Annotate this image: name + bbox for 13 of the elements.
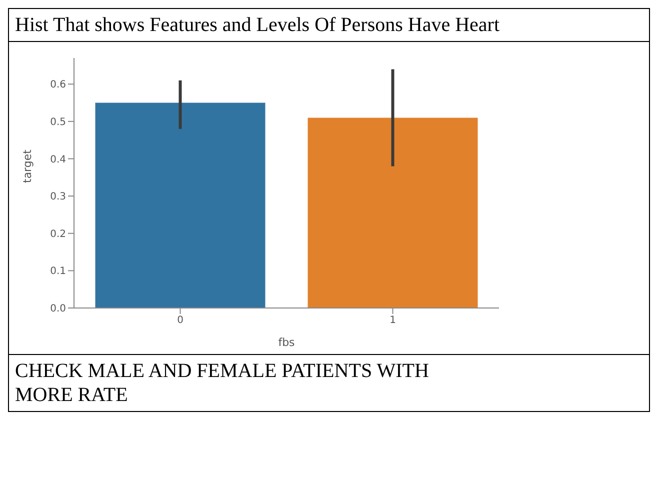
y-tick-label: 0.6 xyxy=(50,80,66,91)
y-tick-label: 0.5 xyxy=(50,116,66,128)
x-tick-label: 1 xyxy=(390,315,396,326)
y-tick-label: 0.2 xyxy=(50,228,66,240)
x-axis-title: fbs xyxy=(278,336,296,349)
y-tick-label: 0.1 xyxy=(50,266,66,278)
y-tick-label: 0.3 xyxy=(50,192,66,203)
y-axis-title: target xyxy=(20,148,34,183)
text: CHECK MALE AND FEMALE PATIENTS WITH MORE RATE xyxy=(14,359,430,408)
chart-title: Hist That shows Features and Levels Of Persons Have Heart xyxy=(9,9,649,42)
y-tick-label: 0.4 xyxy=(50,154,66,166)
x-tick-label: 0 xyxy=(177,315,184,326)
y-tick-label: 0.0 xyxy=(50,304,66,315)
